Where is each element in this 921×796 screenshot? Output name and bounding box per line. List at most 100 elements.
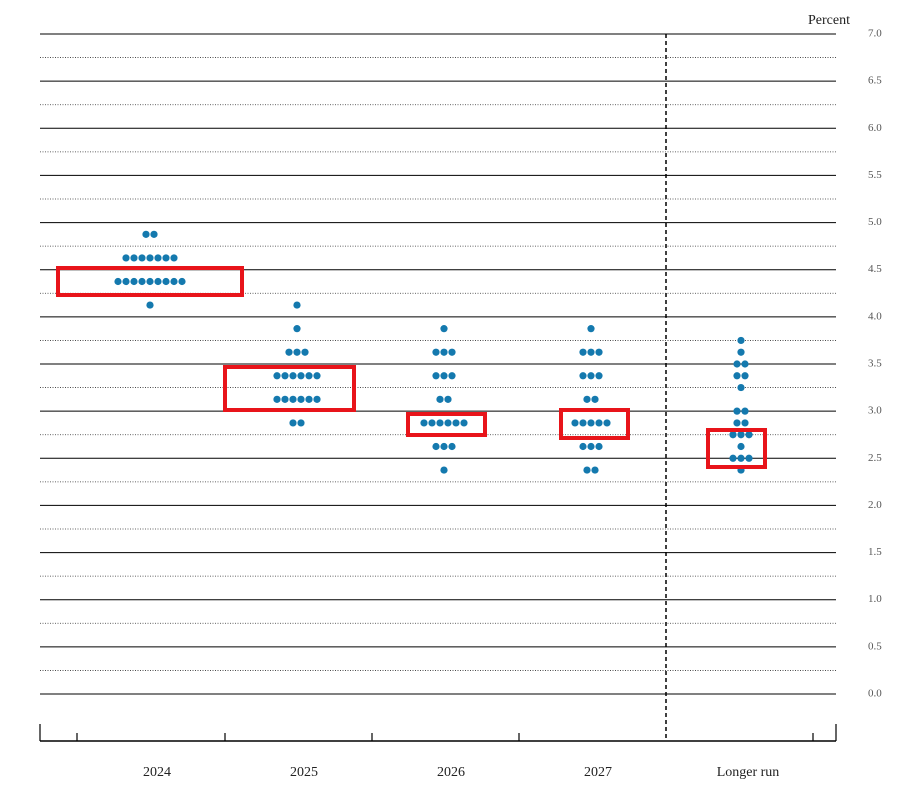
dot: [313, 395, 321, 403]
dot: [729, 454, 737, 462]
dot: [154, 254, 162, 262]
dot: [162, 254, 170, 262]
dot: [440, 372, 448, 380]
dot: [146, 254, 154, 262]
dot: [289, 419, 297, 427]
dot: [432, 372, 440, 380]
y-tick-label: 1.0: [868, 593, 882, 605]
dot: [741, 372, 749, 380]
dot: [745, 454, 753, 462]
dot: [737, 431, 745, 439]
y-tick-label: 4.5: [868, 263, 882, 275]
dot: [737, 348, 745, 356]
dot: [436, 395, 444, 403]
highlight-box: [706, 428, 767, 469]
dot: [285, 348, 293, 356]
y-tick-label: 0.5: [868, 640, 882, 652]
x-tick-label: 2027: [584, 765, 612, 780]
dot: [452, 419, 460, 427]
dot: [733, 372, 741, 380]
dot: [305, 395, 313, 403]
dot: [293, 348, 301, 356]
dot: [733, 419, 741, 427]
dot: [297, 372, 305, 380]
dot: [138, 254, 146, 262]
dot: [448, 372, 456, 380]
dot: [130, 254, 138, 262]
dot: [436, 419, 444, 427]
dot: [583, 466, 591, 474]
dot: [595, 372, 603, 380]
dot: [741, 419, 749, 427]
dot: [170, 277, 178, 286]
y-tick-label: 1.5: [868, 546, 882, 558]
dot: [737, 383, 745, 392]
dot: [289, 372, 297, 380]
dot: [305, 372, 313, 380]
x-tick-label: Longer run: [717, 765, 780, 780]
dot: [432, 442, 440, 451]
dot: [587, 419, 595, 427]
dot: [420, 419, 428, 427]
dot: [428, 419, 436, 427]
dot: [460, 419, 468, 427]
dot: [146, 301, 154, 309]
y-tick-label: 4.0: [868, 310, 882, 322]
dot: [745, 431, 753, 439]
dot: [170, 254, 178, 262]
dot: [154, 277, 162, 286]
y-tick-label: 2.0: [868, 499, 882, 511]
dot: [591, 466, 599, 474]
dot: [448, 442, 456, 451]
x-tick-label: 2026: [437, 765, 465, 780]
y-tick-label: 7.0: [868, 28, 882, 40]
dot: [122, 254, 130, 262]
highlight-box: [406, 412, 487, 437]
dot: [579, 348, 587, 356]
y-tick-label: 3.5: [868, 358, 882, 370]
x-tick-label: 2024: [143, 765, 171, 780]
dot: [579, 419, 587, 427]
y-tick-label: 0.0: [868, 688, 882, 700]
dot: [273, 395, 281, 403]
dot: [142, 230, 150, 238]
dot: [737, 336, 745, 345]
dot: [440, 442, 448, 451]
y-tick-label: 6.5: [868, 75, 882, 87]
dot: [733, 360, 741, 368]
dot: [729, 431, 737, 439]
dot: [122, 277, 130, 286]
dot: [150, 230, 158, 238]
dot: [595, 348, 603, 356]
dot: [733, 407, 741, 415]
highlight-box: [559, 408, 630, 440]
dot: [130, 277, 138, 286]
dot: [444, 419, 452, 427]
dot: [587, 348, 595, 356]
y-tick-label: 2.5: [868, 452, 882, 464]
dot: [440, 466, 448, 474]
highlight-box: [56, 266, 244, 297]
dot: [301, 348, 309, 356]
dot: [281, 372, 289, 380]
dot: [587, 325, 595, 333]
x-axis-ticks: [39, 724, 837, 741]
dot: [571, 419, 579, 427]
y-tick-label: 5.5: [868, 169, 882, 181]
dot: [448, 348, 456, 356]
dot: [741, 407, 749, 415]
dot: [162, 277, 170, 286]
dot: [440, 325, 448, 333]
dot: [114, 277, 122, 286]
dot: [178, 277, 186, 286]
dot: [595, 419, 603, 427]
dot: [313, 372, 321, 380]
dot: [297, 419, 305, 427]
dot: [587, 372, 595, 380]
dot: [293, 325, 301, 333]
dot: [587, 442, 595, 451]
dot: [595, 442, 603, 451]
dot: [289, 395, 297, 403]
y-tick-label: 6.0: [868, 122, 882, 134]
